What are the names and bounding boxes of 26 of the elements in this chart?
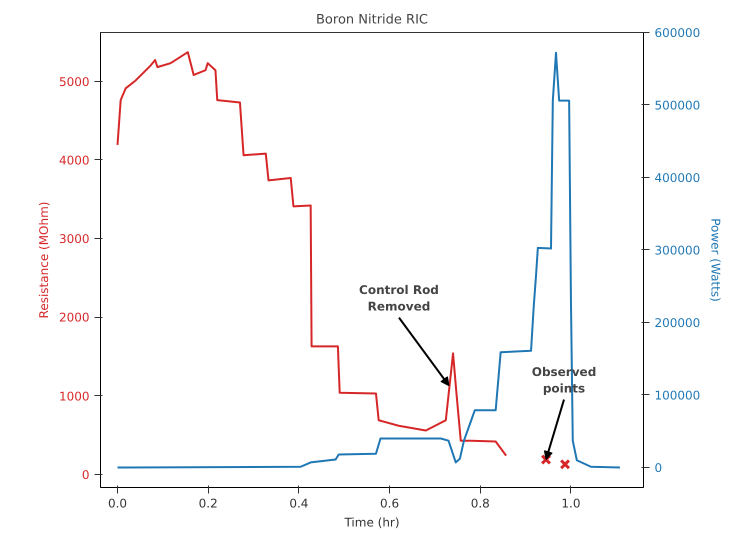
y2-tick-label: 200000 xyxy=(654,316,700,330)
y-tick-label: 3000 xyxy=(58,232,90,246)
y2-tick-label: 600000 xyxy=(654,26,700,40)
y2-axis-title: Power (Watts) xyxy=(708,218,722,302)
x-tick-label: 0.8 xyxy=(470,496,490,510)
y-tick-label: 1000 xyxy=(58,389,90,404)
x-axis-title: Time (hr) xyxy=(343,516,400,530)
annotation: Control Rod Removed xyxy=(359,282,439,314)
x-tick-label: 0.4 xyxy=(289,496,308,510)
y-axis-title: Resistance (MOhm) xyxy=(36,202,51,318)
y2-tick-label: 100000 xyxy=(654,388,700,402)
x-tick-label: 0.2 xyxy=(198,496,218,510)
chart-title: Boron Nitride RIC xyxy=(316,12,428,28)
y2-tick-label: 0 xyxy=(654,460,662,475)
y2-tick-label: 400000 xyxy=(654,170,700,185)
line-series xyxy=(116,51,508,457)
x-tick-label: 0.0 xyxy=(108,496,128,510)
y-tick-label: 5000 xyxy=(58,74,90,89)
x-tick-label: 1.0 xyxy=(561,496,580,510)
x-tick-label: 0.6 xyxy=(380,496,400,510)
y-tick-label: 0 xyxy=(82,468,90,482)
y2-tick-label: 300000 xyxy=(654,243,700,258)
y-tick-label: 2000 xyxy=(58,310,90,325)
line-series xyxy=(116,52,621,468)
y2-tick-label: 500000 xyxy=(654,98,700,112)
y-tick-label: 4000 xyxy=(58,153,90,168)
